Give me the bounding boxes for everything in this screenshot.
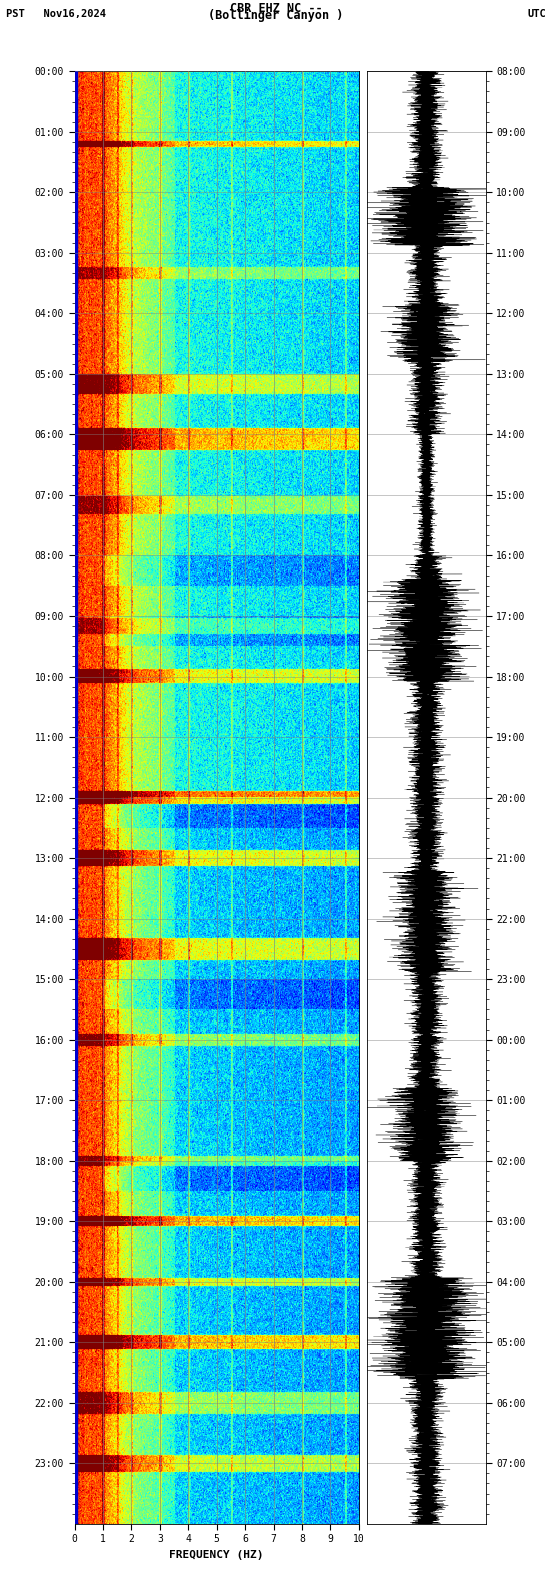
Text: (Bollinger Canyon ): (Bollinger Canyon ) xyxy=(208,8,344,22)
Bar xyxy=(75,71,77,1524)
Text: PST   Nov16,2024: PST Nov16,2024 xyxy=(6,8,105,19)
Text: UTC: UTC xyxy=(528,8,546,19)
X-axis label: FREQUENCY (HZ): FREQUENCY (HZ) xyxy=(169,1549,264,1560)
Text: CBR EHZ NC --: CBR EHZ NC -- xyxy=(230,2,322,16)
